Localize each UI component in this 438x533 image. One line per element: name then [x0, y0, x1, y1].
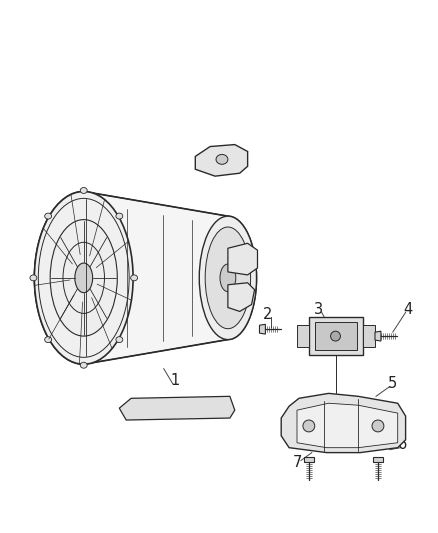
Polygon shape: [281, 393, 406, 453]
Text: 4: 4: [403, 302, 412, 317]
Text: 5: 5: [388, 376, 397, 391]
Text: 7: 7: [292, 455, 302, 470]
Polygon shape: [119, 397, 235, 420]
Polygon shape: [363, 325, 375, 347]
Ellipse shape: [75, 263, 92, 293]
Ellipse shape: [372, 420, 384, 432]
Text: 2: 2: [263, 307, 272, 322]
Polygon shape: [228, 283, 254, 311]
Polygon shape: [259, 324, 265, 334]
Polygon shape: [228, 243, 258, 275]
Ellipse shape: [131, 275, 138, 281]
Ellipse shape: [45, 337, 52, 343]
Ellipse shape: [331, 331, 340, 341]
Ellipse shape: [80, 188, 87, 193]
Text: 3: 3: [314, 302, 323, 317]
Polygon shape: [297, 325, 309, 347]
Polygon shape: [309, 317, 363, 355]
Ellipse shape: [220, 264, 236, 292]
Polygon shape: [373, 457, 383, 463]
Polygon shape: [315, 322, 357, 350]
Polygon shape: [375, 331, 381, 341]
Ellipse shape: [80, 362, 87, 368]
Ellipse shape: [303, 420, 315, 432]
Ellipse shape: [50, 220, 117, 336]
Ellipse shape: [216, 155, 228, 164]
Text: 1: 1: [171, 373, 180, 388]
Ellipse shape: [205, 227, 251, 329]
Ellipse shape: [34, 191, 133, 364]
Polygon shape: [304, 457, 314, 463]
Text: 6: 6: [398, 437, 407, 452]
Polygon shape: [35, 191, 257, 364]
Ellipse shape: [116, 337, 123, 343]
Ellipse shape: [45, 213, 52, 219]
Ellipse shape: [30, 275, 37, 281]
Polygon shape: [195, 144, 247, 176]
Polygon shape: [297, 403, 398, 448]
Ellipse shape: [199, 216, 257, 340]
Ellipse shape: [116, 213, 123, 219]
